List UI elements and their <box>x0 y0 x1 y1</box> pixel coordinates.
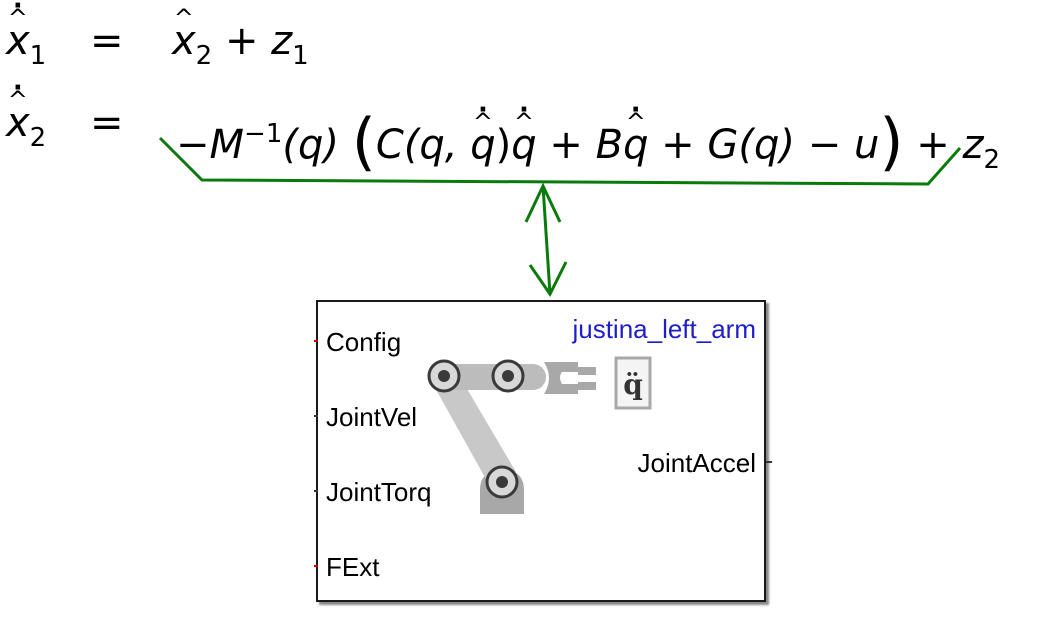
input-port-jointtorq[interactable]: JointTorq <box>326 477 432 507</box>
double-arrow-shaft <box>541 185 552 295</box>
port-stub <box>314 565 318 567</box>
input-port-jointvel[interactable]: JointVel <box>326 402 418 432</box>
equation-1-lhs: · ^ x1 <box>6 0 47 71</box>
output-port-jointaccel[interactable]: JointAccel <box>637 448 757 478</box>
equation-1-rhs: ^ x2 + z1 <box>172 4 309 71</box>
equation-2-equals: = <box>90 100 124 146</box>
equation-2-lhs: · ^ x2 <box>6 73 47 153</box>
block-title: justina_left_arm <box>572 314 756 344</box>
input-port-fext[interactable]: FExt <box>326 552 380 582</box>
port-stub <box>766 461 772 463</box>
double-arrow-head-top <box>524 182 562 223</box>
double-arrow-head-bottom <box>528 261 568 297</box>
underbrace <box>158 136 962 186</box>
gripper-icon <box>544 362 578 394</box>
equation-1-equals: = <box>90 18 124 64</box>
qddot-symbol: q̈ <box>623 368 643 401</box>
port-stub <box>314 340 318 342</box>
robot-block[interactable]: justina_left_arm Config JointVel JointTo… <box>314 300 772 602</box>
input-port-config[interactable]: Config <box>326 327 402 357</box>
port-stub <box>314 490 318 492</box>
equation-2-rhs: −M−1(q) (C(q, · ^ q) · ^ q + B · ^ q + G(q) − u)… <box>176 95 1001 178</box>
port-stub <box>314 415 318 417</box>
robot-arm-icon: q̈ <box>427 356 652 514</box>
